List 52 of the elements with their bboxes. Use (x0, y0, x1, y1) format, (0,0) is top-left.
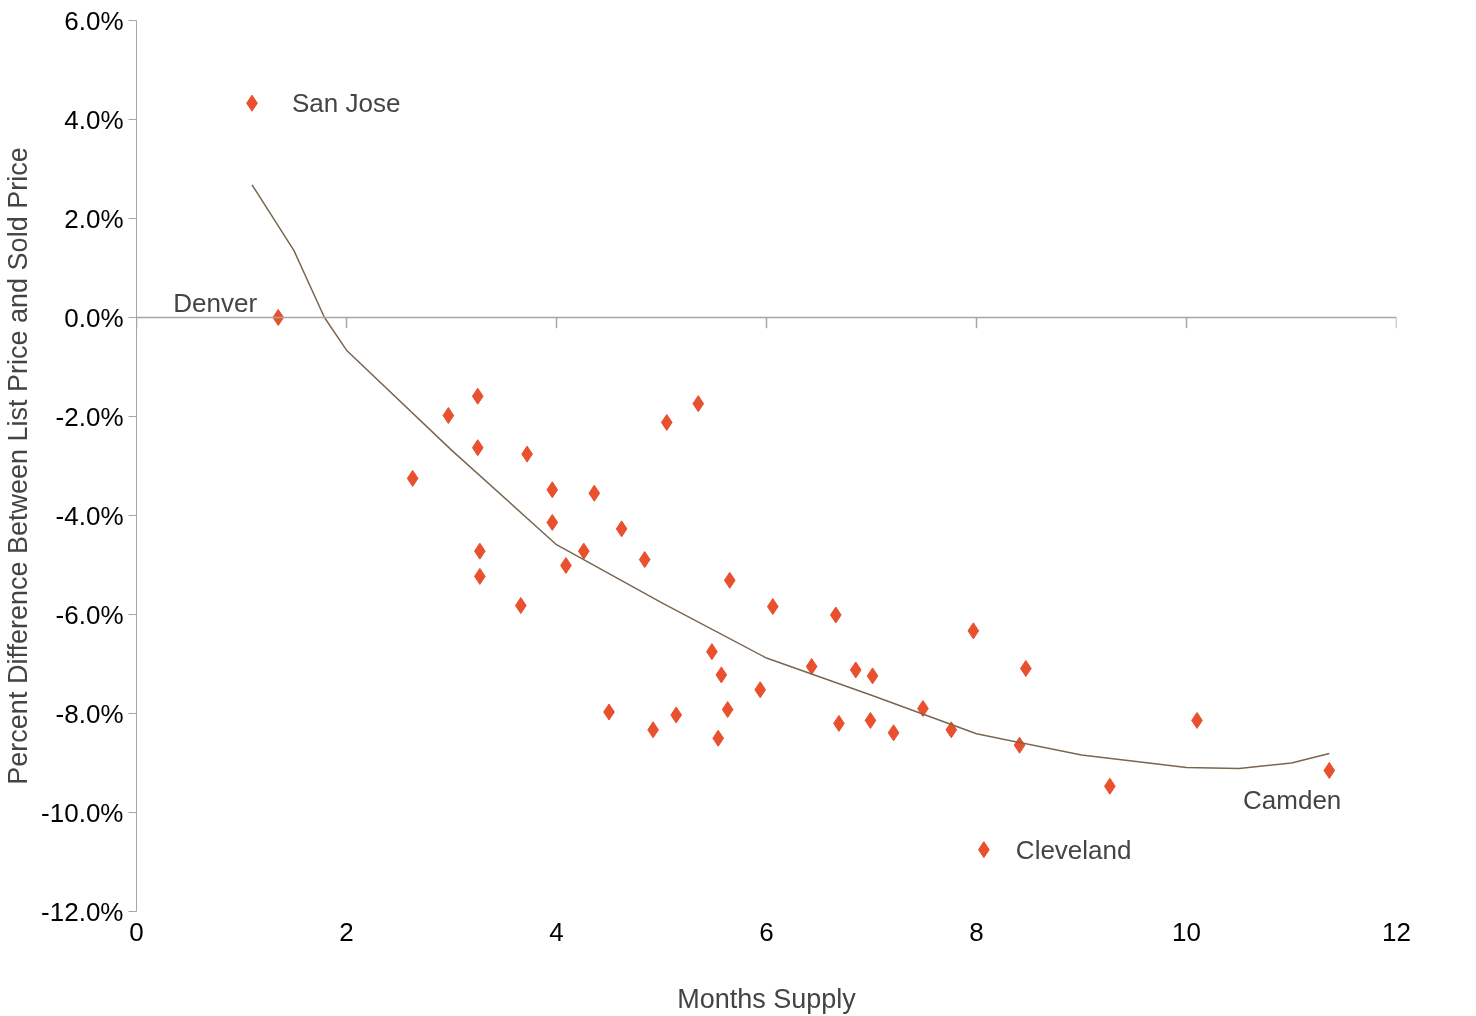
point (712, 729, 725, 747)
x-tick-label: 10 (1172, 916, 1201, 947)
point (805, 657, 818, 675)
annotation: Cleveland (1015, 834, 1132, 865)
annotation: San Jose (292, 88, 401, 119)
point (866, 667, 879, 685)
point (1323, 761, 1336, 779)
point (471, 387, 484, 405)
point (829, 606, 842, 624)
point (406, 469, 419, 487)
point (945, 721, 958, 739)
point (660, 413, 673, 431)
point (442, 407, 455, 425)
y-tick-label: -6.0% (55, 599, 124, 630)
point (849, 661, 862, 679)
y-axis-title: Percent Difference Between List Price and Sold Price (3, 147, 34, 785)
y-tick-label: -8.0% (55, 698, 124, 729)
point (766, 598, 779, 616)
y-tick-label: -2.0% (55, 401, 124, 432)
point (546, 513, 559, 531)
x-axis-title: Months Supply (677, 983, 857, 1014)
x-tick-label: 12 (1382, 916, 1411, 947)
y-tick-label: 2.0% (64, 203, 124, 234)
point (638, 551, 651, 569)
point (514, 597, 527, 615)
annotation: Camden (1243, 785, 1342, 816)
y-tick-label: -4.0% (55, 500, 124, 531)
point (723, 571, 736, 589)
y-tick-label: -10.0% (41, 797, 124, 828)
point (588, 484, 601, 502)
point (670, 706, 683, 724)
y-tick-label: -12.0% (41, 896, 124, 927)
point (721, 701, 734, 719)
x-tick-label: 4 (549, 916, 564, 947)
point (615, 520, 628, 538)
annotation: Denver (173, 287, 258, 318)
x-tick-label: 8 (969, 916, 984, 947)
y-tick-label: 4.0% (64, 104, 124, 135)
point (967, 622, 980, 640)
y-tick-label: 0.0% (64, 302, 124, 333)
point (715, 666, 728, 684)
point (546, 481, 559, 499)
x-tick-label: 0 (129, 916, 144, 947)
x-tick-label: 2 (339, 916, 354, 947)
point (692, 395, 705, 413)
point (577, 542, 590, 560)
point (754, 681, 767, 699)
x-tick-label: 6 (759, 916, 774, 947)
point (887, 724, 900, 742)
point (864, 711, 877, 729)
point (471, 439, 484, 457)
y-tick-label: 6.0% (64, 5, 124, 36)
